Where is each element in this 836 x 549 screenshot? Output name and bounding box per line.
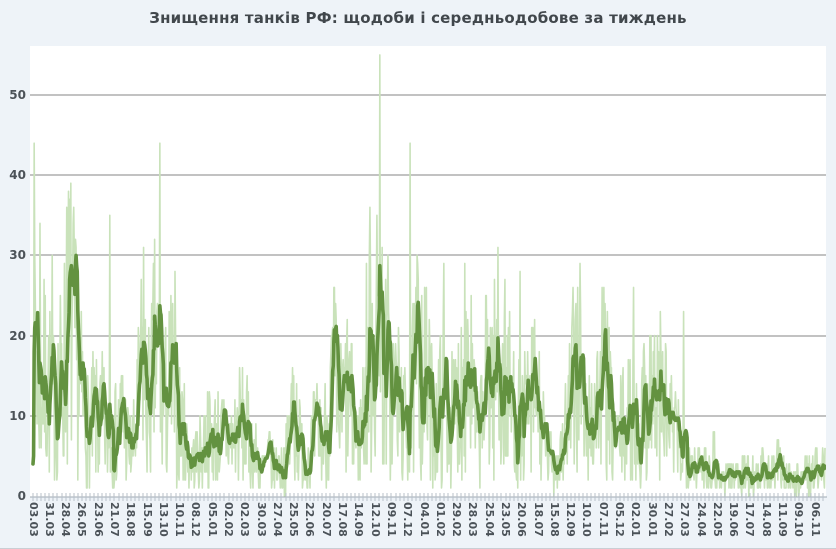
x-axis-label: 24.04 (694, 502, 708, 537)
x-axis-label: 02.01 (629, 502, 643, 537)
x-axis-label: 28.03 (466, 502, 480, 537)
x-axis-label: 21.07 (107, 502, 121, 537)
chart-title: Знищення танків РФ: щодоби і середньодоб… (149, 9, 687, 27)
weekly-average-line (31, 253, 826, 486)
y-axis-label: 50 (9, 88, 26, 102)
x-axis-label: 30.01 (645, 502, 659, 537)
x-axis-label: 23.06 (91, 502, 105, 537)
x-axis-label: 17.07 (743, 502, 757, 537)
x-axis-label: 27.04 (270, 502, 284, 537)
x-axis-label: 10.11 (173, 502, 187, 537)
y-axis-label: 0 (17, 489, 26, 503)
x-axis-label: 12.10 (368, 502, 382, 537)
x-axis-label: 13.10 (156, 502, 170, 537)
x-axis-label: 25.04 (482, 502, 496, 537)
x-axis-label: 09.10 (792, 502, 806, 537)
x-axis-label: 31.03 (42, 502, 56, 537)
x-axis-label: 02.02 (222, 502, 236, 537)
x-axis-label: 19.06 (727, 502, 741, 537)
x-axis-label: 25.05 (287, 502, 301, 537)
x-axis-label: 14.08 (759, 502, 773, 537)
x-axis-label: 22.06 (303, 502, 317, 537)
x-axis-label: 05.01 (205, 502, 219, 537)
x-axis-label: 10.10 (580, 502, 594, 537)
x-axis-label: 20.07 (319, 502, 333, 537)
x-axis-label: 06.11 (808, 502, 822, 537)
x-axis-label: 01.02 (433, 502, 447, 537)
x-axis-label: 07.12 (401, 502, 415, 537)
x-axis-label: 09.11 (384, 502, 398, 537)
x-axis-label: 27.03 (678, 502, 692, 537)
x-axis-label: 18.08 (124, 502, 138, 537)
x-axis-label: 05.12 (613, 502, 627, 537)
x-axis-label: 23.05 (499, 502, 513, 537)
y-axis-label: 30 (9, 248, 26, 263)
x-axis-label: 03.03 (26, 502, 40, 537)
x-axis-label: 22.05 (710, 502, 724, 537)
x-axis-label: 15.09 (140, 502, 154, 537)
x-axis-label: 28.04 (59, 502, 73, 537)
x-axis (30, 493, 827, 501)
x-axis-label: 18.07 (531, 502, 545, 537)
x-axis-label: 14.09 (352, 502, 366, 537)
x-axis-label: 29.02 (450, 502, 464, 537)
x-axis-label: 02.03 (238, 502, 252, 537)
x-axis-label: 20.06 (515, 502, 529, 537)
y-axis-label: 40 (9, 168, 26, 183)
x-axis-label: 15.08 (547, 502, 561, 537)
x-axis-label: 08.12 (189, 502, 203, 537)
x-axis-label: 12.09 (564, 502, 578, 537)
x-axis-label: 04.01 (417, 502, 431, 537)
x-axis-label: 11.09 (776, 502, 790, 537)
x-axis-label: 27.02 (661, 502, 675, 537)
x-axis-label: 26.05 (75, 502, 89, 537)
x-axis-label: 30.03 (254, 502, 268, 537)
y-axis-label: 10 (9, 408, 26, 423)
x-axis-label: 07.11 (596, 502, 610, 537)
x-axis-label: 17.08 (336, 502, 350, 537)
y-axis-label: 20 (9, 328, 26, 343)
